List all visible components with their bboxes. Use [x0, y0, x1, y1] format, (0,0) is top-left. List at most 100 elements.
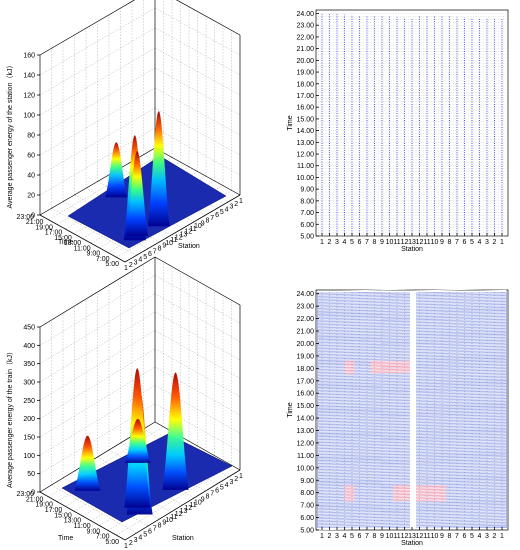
time-tick-label: 19:00	[35, 224, 53, 231]
station-tick-label: 6	[148, 528, 152, 535]
spacetime-chart-2: 5.00 6.00 7.00 8.00 9.00 10.00 11.00 12.00 13.00…	[287, 9, 509, 253]
station-tick-label: 7	[153, 248, 157, 255]
box-edge	[39, 256, 156, 328]
station-tick-label: 10	[165, 240, 173, 247]
y-tick-label: 7.00	[300, 503, 314, 510]
x-tick-label: 5	[350, 533, 354, 540]
wall-gridline	[154, 7, 241, 56]
x-tick-label: 10	[431, 533, 439, 540]
x-tick-label: 7	[365, 533, 369, 540]
time-tick-label: 21:00	[26, 219, 44, 226]
x-tick-label: 8	[373, 239, 377, 246]
time-tick-label: 23:00	[16, 214, 34, 221]
y-tick-label: 14.00	[296, 416, 314, 423]
station-tick-label: 5	[220, 209, 224, 216]
x-tick-label: 2	[493, 533, 497, 540]
time-axis	[39, 214, 126, 263]
time-tick-label: 13:00	[64, 518, 82, 525]
station-tick-label: 2	[129, 540, 133, 547]
station-tick-label: 13	[180, 508, 188, 515]
y-tick-label: 6.00	[300, 222, 314, 229]
station-tick-label: 10	[194, 223, 202, 230]
z-tick-label: 0	[31, 213, 35, 220]
z-tick-label: 120	[23, 93, 35, 100]
y-tick-label: 11.00	[297, 453, 314, 460]
z-tick-label: 60	[27, 153, 35, 160]
station-tick-label: 10	[194, 499, 202, 506]
time-tick-label: 7:00	[96, 256, 110, 263]
y-tick-label: 8.00	[300, 490, 314, 497]
x-tick-label: 13	[408, 533, 416, 540]
time-tick-label: 9:00	[86, 251, 100, 258]
station-tick-label: 4	[225, 206, 229, 213]
z-tick-label: 150	[23, 435, 35, 442]
z-axis-label: Average passenger energy of the train（kJ…	[6, 348, 14, 488]
box-edge	[154, 147, 241, 196]
station-tick-label: 12	[184, 229, 192, 236]
x-tick-label: 5	[470, 239, 474, 246]
surface-floor	[67, 155, 227, 249]
station-axis	[124, 194, 241, 263]
y-axis-label: Time	[287, 115, 294, 130]
y-tick-label: 24.00	[296, 11, 314, 18]
x-tick-label: 12	[401, 239, 409, 246]
z-tick-label: 300	[23, 380, 35, 387]
x-tick-label: 6	[358, 533, 362, 540]
y-tick-label: 23.00	[296, 23, 314, 30]
x-tick-label: 12	[416, 239, 424, 246]
station-tick-label: 2	[234, 201, 238, 208]
station-tick-label: 6	[148, 251, 152, 258]
trip-line	[317, 288, 507, 294]
x-tick-label: 7	[365, 239, 369, 246]
station-tick-label: 12	[175, 234, 183, 241]
x-tick-label: 5	[470, 533, 474, 540]
station-tick-label: 1	[124, 265, 128, 272]
time-tick-label: 5:00	[105, 539, 119, 546]
station-tick-label: 4	[138, 257, 142, 264]
y-tick-label: 19.00	[296, 353, 314, 360]
station-tick-label: 3	[134, 537, 138, 544]
congestion-region	[344, 360, 355, 375]
wall-gridline	[154, 311, 241, 361]
time-tick-label: 21:00	[26, 496, 44, 503]
station-tick-label: 5	[143, 254, 147, 261]
y-tick-label: 17.00	[296, 93, 314, 100]
z-tick-label: 50	[27, 471, 35, 478]
station-tick-label: 3	[229, 479, 233, 486]
y-tick-label: 21.00	[296, 46, 314, 53]
terminal-gap	[410, 291, 416, 529]
x-tick-label: 6	[463, 533, 467, 540]
y-tick-label: 18.00	[296, 366, 314, 373]
time-tick-label: 23:00	[16, 491, 34, 498]
y-tick-label: 13.00	[296, 428, 314, 435]
x-tick-label: 9	[380, 239, 384, 246]
x-tick-label: 3	[335, 239, 339, 246]
time-axis-label: Time	[58, 535, 73, 542]
box-edge	[175, 0, 241, 36]
x-tick-label: 2	[493, 239, 497, 246]
x-tick-label: 11	[393, 533, 400, 540]
wall-gridline	[39, 67, 156, 136]
station-tick-label: 7	[210, 491, 214, 498]
y-tick-label: 17.00	[296, 378, 314, 385]
station-tick-label: 9	[162, 243, 166, 250]
x-tick-label: 10	[431, 239, 439, 246]
y-tick-label: 21.00	[296, 329, 314, 336]
y-tick-label: 10.00	[296, 465, 314, 472]
z-tick-label: 400	[23, 343, 35, 350]
time-axis-label: Time	[58, 239, 73, 246]
surface-peak	[105, 142, 128, 198]
surface-peak	[124, 418, 151, 463]
x-tick-label: 3	[335, 533, 339, 540]
z-axis-label: Average passenger energy of the station（…	[6, 62, 14, 209]
time-tick-label: 5:00	[105, 261, 119, 268]
y-tick-label: 7.00	[300, 210, 314, 217]
x-tick-label: 9	[440, 239, 444, 246]
x-tick-label: 3	[485, 533, 489, 540]
station-tick-label: 6	[215, 212, 219, 219]
y-tick-label: 10.00	[296, 175, 314, 182]
station-tick-label: 2	[234, 476, 238, 483]
z-tick-label: 40	[27, 173, 35, 180]
y-tick-label: 20.00	[296, 58, 314, 65]
